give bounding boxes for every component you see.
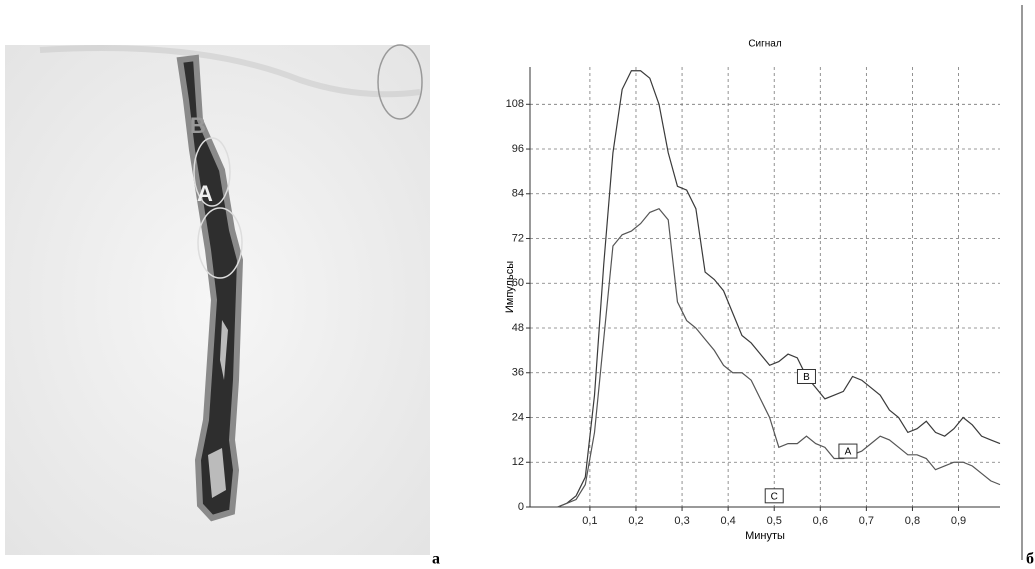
y-tick-label: 84 xyxy=(512,188,524,200)
annotation-box xyxy=(838,443,858,459)
panel-caption: а xyxy=(432,551,440,568)
x-tick-label: 0,8 xyxy=(905,515,920,527)
roi-b xyxy=(193,137,231,207)
y-tick-label: 12 xyxy=(512,456,524,468)
annotation: B xyxy=(803,372,810,383)
annotation-box xyxy=(796,368,816,384)
annotation: C xyxy=(771,491,778,502)
x-tick-label: 0,9 xyxy=(951,515,966,527)
series-line xyxy=(557,70,1001,508)
series-line xyxy=(557,207,1001,508)
x-tick-label: 0,2 xyxy=(628,515,643,527)
panel-caption: б xyxy=(1026,551,1034,568)
annotation: A xyxy=(845,447,852,458)
y-tick-label: 24 xyxy=(512,411,524,423)
annotation-box xyxy=(764,488,784,504)
y-tick-label: 96 xyxy=(512,143,524,155)
y-tick-label: 108 xyxy=(506,98,524,110)
x-tick-label: 0,4 xyxy=(720,515,735,527)
plot: 0 12 24 36 48 60 72 84 96 108 0,1 0,2 0,3 0,4 0,5 0,6 0,… xyxy=(506,67,1001,527)
hot-spot xyxy=(208,320,228,498)
x-tick-label: 0,6 xyxy=(813,515,828,527)
x-tick-label: 0,1 xyxy=(582,515,597,527)
image-label: A xyxy=(197,181,213,206)
roi-background xyxy=(377,44,423,120)
y-tick-label: 0 xyxy=(518,501,524,513)
x-tick-label: 0,3 xyxy=(674,515,689,527)
chart-title: Сигнал xyxy=(748,39,782,50)
scintigram: B A xyxy=(5,44,430,555)
y-tick-label: 72 xyxy=(512,232,524,244)
plot-area xyxy=(530,67,1000,507)
x-axis-label: Минуты xyxy=(745,530,785,542)
roi-a xyxy=(197,207,243,279)
image-label: B xyxy=(190,113,206,138)
y-tick-label: 36 xyxy=(512,367,524,379)
y-axis-label: Импульсы xyxy=(504,261,516,313)
x-tick-label: 0,7 xyxy=(859,515,874,527)
x-tick-label: 0,5 xyxy=(767,515,782,527)
y-tick-label: 60 xyxy=(512,277,524,289)
tracer-streak xyxy=(176,54,244,522)
y-tick-label: 48 xyxy=(512,322,524,334)
